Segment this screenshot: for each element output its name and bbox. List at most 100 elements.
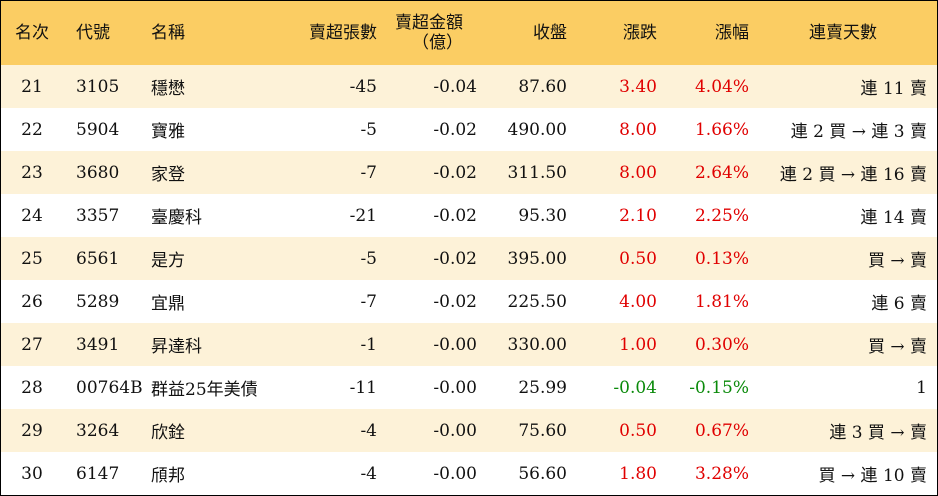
cell-oversell-shares: -21 (275, 194, 389, 237)
cell-change-pct: 2.64% (669, 151, 749, 194)
header-rank[interactable]: 名次 (1, 1, 63, 65)
cell-code: 00764B (63, 366, 145, 409)
table-row[interactable]: 26 5289 宜鼎 -7 -0.02 225.50 4.00 1.81% 連 6 賣 (1, 280, 937, 323)
cell-close: 87.60 (489, 65, 579, 108)
cell-code: 6147 (63, 452, 145, 495)
cell-rank: 30 (1, 452, 63, 495)
cell-oversell-amount: -0.02 (389, 108, 489, 151)
cell-oversell-shares: -1 (275, 323, 389, 366)
cell-oversell-amount: -0.00 (389, 323, 489, 366)
table-row[interactable]: 28 00764B 群益25年美債 -11 -0.00 25.99 -0.04 -0.15% 1 (1, 366, 937, 409)
table-row[interactable]: 30 6147 頎邦 -4 -0.00 56.60 1.80 3.28% 買 → 連 10 賣 (1, 452, 937, 495)
header-code[interactable]: 代號 (63, 1, 145, 65)
cell-rank: 26 (1, 280, 63, 323)
table-row[interactable]: 23 3680 家登 -7 -0.02 311.50 8.00 2.64% 連 2 買 → 連 … (1, 151, 937, 194)
cell-streak: 連 11 賣 (749, 65, 937, 108)
cell-name: 臺慶科 (145, 194, 275, 237)
cell-change-pct: 1.66% (669, 108, 749, 151)
cell-code: 3357 (63, 194, 145, 237)
cell-change: 1.80 (579, 452, 669, 495)
cell-oversell-amount: -0.04 (389, 65, 489, 108)
table-row[interactable]: 27 3491 昇達科 -1 -0.00 330.00 1.00 0.30% 買 → 賣 (1, 323, 937, 366)
cell-streak: 買 → 賣 (749, 237, 937, 280)
cell-name: 群益25年美債 (145, 366, 275, 409)
cell-streak: 連 2 買 → 連 16 賣 (749, 151, 937, 194)
cell-oversell-amount: -0.00 (389, 452, 489, 495)
table-row[interactable]: 24 3357 臺慶科 -21 -0.02 95.30 2.10 2.25% 連 14 賣 (1, 194, 937, 237)
cell-streak: 連 2 買 → 連 3 賣 (749, 108, 937, 151)
header-oversell-amount-line2: （億） (412, 33, 463, 53)
cell-name: 穩懋 (145, 65, 275, 108)
cell-close: 330.00 (489, 323, 579, 366)
header-oversell-amount[interactable]: 賣超金額 （億） (389, 1, 489, 65)
cell-oversell-amount: -0.02 (389, 280, 489, 323)
cell-change: 0.50 (579, 237, 669, 280)
cell-name: 欣銓 (145, 409, 275, 452)
header-oversell-shares[interactable]: 賣超張數 (275, 1, 389, 65)
cell-streak: 連 6 賣 (749, 280, 937, 323)
cell-oversell-shares: -7 (275, 151, 389, 194)
cell-oversell-shares: -11 (275, 366, 389, 409)
cell-change: 8.00 (579, 151, 669, 194)
cell-change-pct: 2.25% (669, 194, 749, 237)
cell-close: 225.50 (489, 280, 579, 323)
table-body: 21 3105 穩懋 -45 -0.04 87.60 3.40 4.04% 連 11 賣 22 59… (1, 65, 937, 495)
cell-oversell-shares: -5 (275, 108, 389, 151)
cell-change-pct: 4.04% (669, 65, 749, 108)
cell-oversell-amount: -0.02 (389, 237, 489, 280)
cell-name: 宜鼎 (145, 280, 275, 323)
header-streak[interactable]: 連賣天數 (749, 1, 937, 65)
cell-change: 2.10 (579, 194, 669, 237)
cell-close: 75.60 (489, 409, 579, 452)
header-oversell-amount-line1: 賣超金額 (395, 13, 463, 33)
cell-change-pct: -0.15% (669, 366, 749, 409)
cell-change-pct: 0.30% (669, 323, 749, 366)
cell-change-pct: 3.28% (669, 452, 749, 495)
cell-streak: 連 3 買 → 賣 (749, 409, 937, 452)
cell-oversell-shares: -4 (275, 452, 389, 495)
cell-code: 3680 (63, 151, 145, 194)
cell-streak: 買 → 連 10 賣 (749, 452, 937, 495)
cell-change: 0.50 (579, 409, 669, 452)
cell-change: 8.00 (579, 108, 669, 151)
cell-code: 6561 (63, 237, 145, 280)
cell-rank: 28 (1, 366, 63, 409)
table-row[interactable]: 22 5904 寶雅 -5 -0.02 490.00 8.00 1.66% 連 2 買 → 連 … (1, 108, 937, 151)
header-name[interactable]: 名稱 (145, 1, 275, 65)
table-row[interactable]: 25 6561 是方 -5 -0.02 395.00 0.50 0.13% 買 → 賣 (1, 237, 937, 280)
cell-name: 是方 (145, 237, 275, 280)
header-change[interactable]: 漲跌 (579, 1, 669, 65)
cell-oversell-amount: -0.02 (389, 151, 489, 194)
cell-rank: 21 (1, 65, 63, 108)
cell-name: 頎邦 (145, 452, 275, 495)
cell-code: 5289 (63, 280, 145, 323)
header-close[interactable]: 收盤 (489, 1, 579, 65)
cell-close: 490.00 (489, 108, 579, 151)
cell-rank: 23 (1, 151, 63, 194)
cell-oversell-shares: -7 (275, 280, 389, 323)
cell-close: 311.50 (489, 151, 579, 194)
cell-change-pct: 0.67% (669, 409, 749, 452)
cell-streak: 1 (749, 366, 937, 409)
cell-change: 1.00 (579, 323, 669, 366)
cell-streak: 買 → 賣 (749, 323, 937, 366)
table-row[interactable]: 29 3264 欣銓 -4 -0.00 75.60 0.50 0.67% 連 3 買 → 賣 (1, 409, 937, 452)
cell-code: 5904 (63, 108, 145, 151)
cell-change-pct: 0.13% (669, 237, 749, 280)
table-header-row: 名次 代號 名稱 賣超張數 賣超金額 （億） 收盤 漲跌 漲幅 連賣天數 (1, 1, 937, 65)
header-change-pct[interactable]: 漲幅 (669, 1, 749, 65)
cell-oversell-shares: -5 (275, 237, 389, 280)
cell-oversell-amount: -0.00 (389, 409, 489, 452)
cell-rank: 25 (1, 237, 63, 280)
table-row[interactable]: 21 3105 穩懋 -45 -0.04 87.60 3.40 4.04% 連 11 賣 (1, 65, 937, 108)
cell-oversell-amount: -0.02 (389, 194, 489, 237)
cell-close: 25.99 (489, 366, 579, 409)
cell-code: 3491 (63, 323, 145, 366)
cell-close: 95.30 (489, 194, 579, 237)
cell-rank: 22 (1, 108, 63, 151)
cell-rank: 29 (1, 409, 63, 452)
cell-change: 4.00 (579, 280, 669, 323)
cell-name: 昇達科 (145, 323, 275, 366)
cell-streak: 連 14 賣 (749, 194, 937, 237)
